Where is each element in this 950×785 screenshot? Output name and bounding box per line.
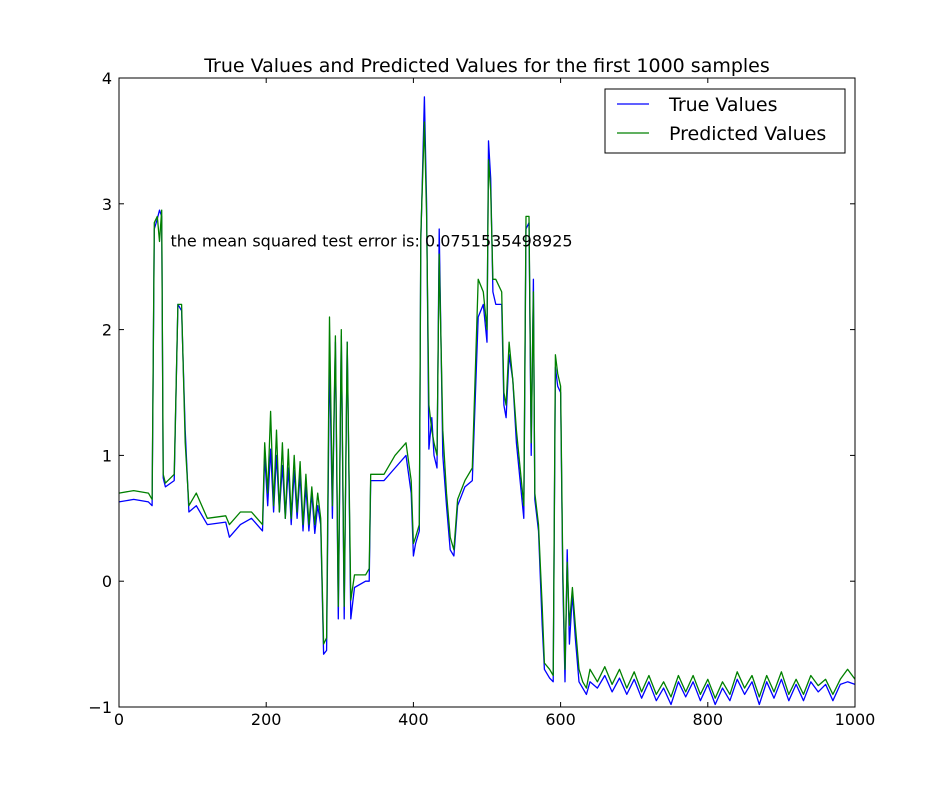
y-axis: −1 0 1 2 3 4 xyxy=(88,69,855,717)
x-tick-label: 600 xyxy=(545,710,576,729)
x-tick-label: 1000 xyxy=(835,710,876,729)
chart-title: True Values and Predicted Values for the… xyxy=(203,55,770,77)
mse-annotation: the mean squared test error is: 0.075153… xyxy=(171,232,573,251)
plot-frame xyxy=(118,77,856,708)
y-tick-label: 3 xyxy=(102,195,112,214)
x-axis: 0 200 400 600 800 1000 xyxy=(114,78,875,729)
y-tick-label: 1 xyxy=(102,446,112,465)
series-layer xyxy=(118,96,856,706)
legend-label-true: True Values xyxy=(668,94,777,116)
x-tick-label: 400 xyxy=(398,710,429,729)
x-tick-label: 200 xyxy=(251,710,282,729)
series-line-predicted-values xyxy=(118,121,856,699)
x-tick-label: 0 xyxy=(114,710,124,729)
y-tick-label: 4 xyxy=(102,69,112,88)
x-tick-label: 800 xyxy=(693,710,724,729)
y-tick-label: 0 xyxy=(102,572,112,591)
legend-label-predicted: Predicted Values xyxy=(669,123,826,145)
y-tick-label: −1 xyxy=(88,698,112,717)
legend-box xyxy=(604,88,846,154)
y-tick-label: 2 xyxy=(102,321,112,340)
legend: True Values Predicted Values xyxy=(604,88,846,154)
